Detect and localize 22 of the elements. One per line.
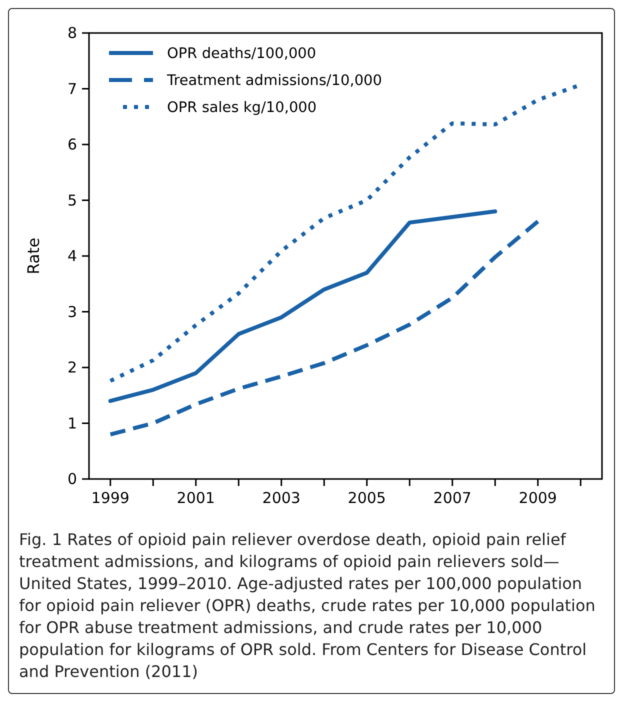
x-tick-label: 2005 xyxy=(348,489,386,507)
x-tick-label: 2003 xyxy=(262,489,300,507)
legend-label: Treatment admissions/10,000 xyxy=(166,73,382,89)
legend-label: OPR sales kg/10,000 xyxy=(167,100,317,116)
y-tick-label: 8 xyxy=(67,24,77,42)
x-tick-label: 2007 xyxy=(433,489,472,507)
legend-label: OPR deaths/100,000 xyxy=(167,46,316,62)
y-axis-title: Rate xyxy=(24,238,43,274)
x-tick-label: 2001 xyxy=(176,489,215,507)
line-series xyxy=(108,209,498,403)
y-tick-label: 0 xyxy=(67,470,77,488)
x-tick-label: 2009 xyxy=(518,489,557,507)
y-tick-label: 3 xyxy=(67,302,77,321)
y-tick-label: 5 xyxy=(67,191,77,210)
y-tick-label: 7 xyxy=(67,80,77,98)
x-tick-label: 1999 xyxy=(91,489,130,507)
y-tick-label: 4 xyxy=(67,247,77,265)
y-tick-label: 1 xyxy=(67,414,77,432)
y-tick-label: 2 xyxy=(67,358,77,376)
line-series xyxy=(108,219,540,436)
caption: Fig. 1 Rates of opioid pain reliever overdose death, opioid pain relief treatment admissions, and kilograms of opioid pain relievers sold—United States, 1999–2010. Age-adjusted rates per 100,000 population for opioid pain reliever (OPR) deaths, crude rates per 10,000 population for OPR abuse treatment admissions, and crude rates per 10,000 population for kilograms of OPR sold. From Centers for Disease Control and Prevention (2011) xyxy=(19,529,596,683)
y-tick-label: 6 xyxy=(67,136,77,154)
